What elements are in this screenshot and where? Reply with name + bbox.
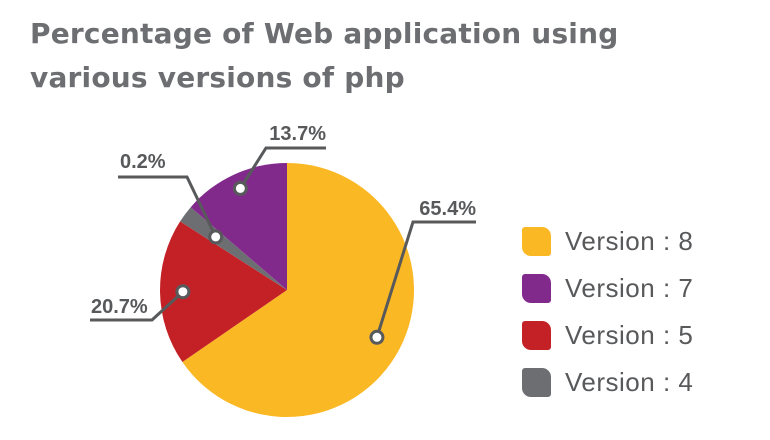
- callout-line: [118, 175, 218, 238]
- data-label: 65.4%: [419, 198, 476, 220]
- legend-swatch-version-8: [522, 227, 551, 256]
- legend-item-version-8: Version : 8: [522, 218, 693, 265]
- callout-marker: [232, 180, 248, 196]
- callout-marker: [175, 284, 191, 300]
- legend-item-version-5: Version : 5: [522, 312, 693, 359]
- legend-swatch-version-4: [522, 368, 551, 397]
- callout-line: [375, 220, 476, 338]
- chart-title-line-2: various versions of php: [30, 61, 405, 94]
- data-label: 0.2%: [120, 151, 166, 173]
- legend-swatch-version-5: [522, 321, 551, 350]
- legend-item-version-4: Version : 4: [522, 359, 693, 406]
- pie-callouts: 65.4% 20.7% 0.2% 13.7%: [90, 123, 476, 345]
- callout-marker: [208, 229, 224, 245]
- chart-title: Percentage of Web application using vari…: [30, 12, 650, 100]
- pie-slice-version-5: [160, 221, 287, 363]
- callout-marker: [369, 329, 385, 345]
- pie-slices: [160, 163, 414, 418]
- chart-title-line-1: Percentage of Web application using: [30, 17, 619, 50]
- pie-slice-version-8: [182, 163, 414, 418]
- pie-slice-version-4: [180, 207, 287, 290]
- legend-label: Version : 7: [565, 273, 694, 303]
- legend-item-version-7: Version : 7: [522, 265, 693, 312]
- legend: Version : 8 Version : 7 Version : 5 Vers…: [522, 218, 693, 406]
- data-label: 20.7%: [91, 296, 148, 318]
- pie-slice-version-7: [190, 163, 287, 290]
- legend-label: Version : 4: [565, 367, 694, 397]
- legend-swatch-version-7: [522, 274, 551, 303]
- legend-label: Version : 5: [565, 320, 694, 350]
- callout-line: [90, 290, 184, 322]
- legend-label: Version : 8: [565, 226, 694, 256]
- callout-line: [239, 146, 326, 190]
- data-label: 13.7%: [269, 123, 326, 145]
